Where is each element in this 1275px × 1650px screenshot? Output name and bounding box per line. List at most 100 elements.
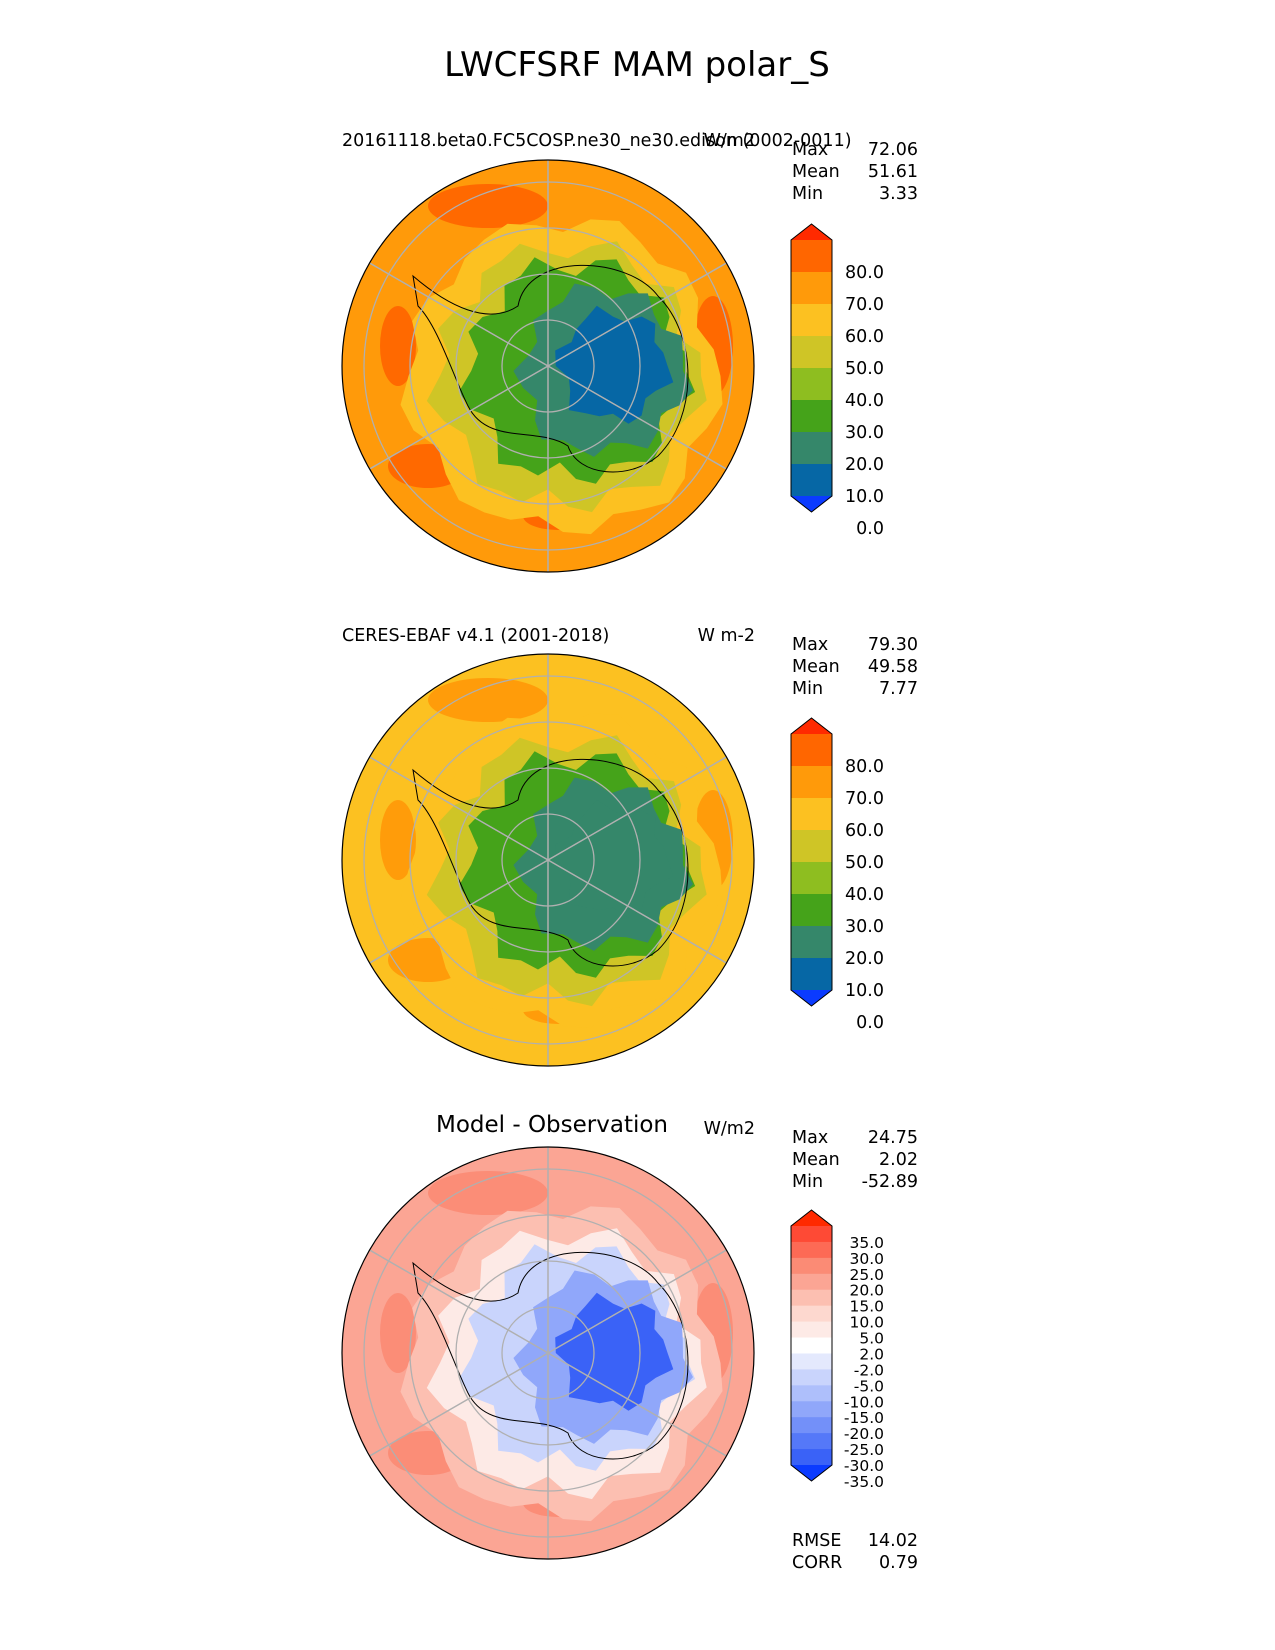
colorbar-tick-label: 0.0 <box>856 519 884 539</box>
colorbar-segment-4 <box>791 830 832 863</box>
colorbar-segment-4 <box>791 1273 832 1291</box>
panels: 20161118.beta0.FC5COSP.ne30_ne30.edison … <box>341 131 918 1573</box>
colorbar-tick-label: -2.0 <box>854 1361 884 1379</box>
meridian-line-5 <box>369 1249 727 1457</box>
colorbar-tick-label: 10.0 <box>845 981 884 1001</box>
colorbar-segment-4 <box>791 336 832 369</box>
map-boundary <box>341 653 755 1067</box>
field-high-4 <box>380 306 416 386</box>
colorbar-tick-label: 5.0 <box>859 1330 884 1348</box>
colorbar-tick-label: -5.0 <box>854 1377 884 1395</box>
colorbar-segment-6 <box>791 894 832 927</box>
stat-label-min: Min <box>792 679 823 699</box>
colorbar-outline <box>790 1209 833 1482</box>
colorbar-tick-label: -10.0 <box>844 1393 884 1411</box>
field-high-4 <box>380 800 416 880</box>
meridian-line-5 <box>369 262 727 470</box>
colorbar-tick-label: 50.0 <box>845 853 884 873</box>
colorbar-segment-11 <box>791 1385 832 1402</box>
colorbar-tick-label: 60.0 <box>845 327 884 347</box>
colorbar-tick-label: 30.0 <box>845 423 884 443</box>
stat-label-max: Max <box>792 1128 828 1148</box>
field-high-4 <box>380 1293 416 1373</box>
colorbar: 80.0 70.0 60.0 50.0 40.0 30.0 20.0 10.0 0.0 <box>790 717 884 1033</box>
field-high-0 <box>428 1171 548 1215</box>
stat-label-mean: Mean <box>792 1150 840 1170</box>
colorbar-segment-8 <box>791 958 832 991</box>
colorbar-segment-14 <box>791 1433 832 1450</box>
panel-left-title: CERES-EBAF v4.1 (2001-2018) <box>342 626 609 646</box>
stat-value-max: 79.30 <box>868 635 918 655</box>
colorbar-segment-5 <box>791 368 832 401</box>
colorbar-outline <box>790 717 833 1007</box>
field-high-0 <box>428 678 548 722</box>
colorbar-segment-2 <box>791 766 832 799</box>
stat-value-min: 7.77 <box>879 679 918 699</box>
stat-label-mean: Mean <box>792 162 840 182</box>
colorbar-segment-7 <box>791 1321 832 1339</box>
colorbar-segment-1 <box>791 734 832 767</box>
colorbar-outline <box>790 223 833 513</box>
colorbar-extend-max <box>791 1210 832 1226</box>
panel-right-title: W m-2 <box>698 626 755 646</box>
colorbar-extend-min <box>791 990 832 1006</box>
stat-value-mean: 49.58 <box>868 657 918 677</box>
colorbar-segment-3 <box>791 798 832 831</box>
stat-label-corr: CORR <box>792 1553 842 1573</box>
colorbar-segment-7 <box>791 432 832 465</box>
colorbar-extend-min <box>791 496 832 512</box>
map-panel-1: 20161118.beta0.FC5COSP.ne30_ne30.edison … <box>341 131 918 573</box>
field-high-0 <box>428 184 548 228</box>
colorbar-segment-2 <box>791 272 832 305</box>
colorbar-tick-label: 2.0 <box>859 1345 884 1363</box>
stat-value-corr: 0.79 <box>879 1553 918 1573</box>
panel-right-title: W/m2 <box>704 131 755 151</box>
colorbar-tick-label: 20.0 <box>849 1282 884 1300</box>
stat-value-min: 3.33 <box>879 184 918 204</box>
coastline <box>412 264 689 473</box>
colorbar: 80.0 70.0 60.0 50.0 40.0 30.0 20.0 10.0 0.0 <box>790 223 884 539</box>
colorbar-segment-12 <box>791 1401 832 1418</box>
colorbar-segment-5 <box>791 1289 832 1307</box>
colorbar-tick-label: 40.0 <box>845 885 884 905</box>
colorbar-tick-label: -35.0 <box>844 1473 884 1491</box>
stat-value-min: -52.89 <box>862 1172 918 1192</box>
stat-value-mean: 51.61 <box>868 162 918 182</box>
map-field <box>342 160 754 572</box>
map-boundary <box>341 1146 755 1560</box>
colorbar-tick-label: 80.0 <box>845 263 884 283</box>
colorbar-tick-label: 35.0 <box>849 1234 884 1252</box>
colorbar-segment-5 <box>791 862 832 895</box>
colorbar-segment-8 <box>791 464 832 497</box>
colorbar-segment-8 <box>791 1337 832 1354</box>
graticule <box>363 654 733 1066</box>
colorbar-tick-label: -25.0 <box>844 1441 884 1459</box>
map-panel-3: Model - Observation W/m2 Max 24.75 Mean 2.02 M… <box>341 1112 918 1573</box>
colorbar-tick-label: 50.0 <box>845 359 884 379</box>
colorbar-segment-2 <box>791 1241 832 1259</box>
colorbar-tick-label: -20.0 <box>844 1425 884 1443</box>
colorbar-segment-1 <box>791 240 832 273</box>
colorbar-tick-label: 70.0 <box>845 295 884 315</box>
map-panel-2: CERES-EBAF v4.1 (2001-2018) W m-2 Max 79.30… <box>341 626 918 1067</box>
stat-label-min: Min <box>792 1172 823 1192</box>
coastline <box>412 758 689 967</box>
colorbar-segment-10 <box>791 1369 832 1386</box>
panel-right-title: W/m2 <box>704 1119 755 1139</box>
panel-left-title: Model - Observation <box>436 1112 668 1138</box>
stat-value-max: 72.06 <box>868 140 918 160</box>
colorbar-segment-7 <box>791 926 832 959</box>
colorbar-tick-label: 10.0 <box>845 487 884 507</box>
colorbar-tick-label: 25.0 <box>849 1266 884 1284</box>
colorbar-tick-label: 60.0 <box>845 821 884 841</box>
colorbar-segment-3 <box>791 1257 832 1275</box>
stat-label-rmse: RMSE <box>792 1531 841 1551</box>
colorbar-tick-label: -30.0 <box>844 1457 884 1475</box>
stat-label-max: Max <box>792 140 828 160</box>
stat-label-max: Max <box>792 635 828 655</box>
colorbar-extend-max <box>791 718 832 734</box>
colorbar-segment-6 <box>791 1305 832 1323</box>
colorbar-segment-6 <box>791 400 832 433</box>
figure-title: LWCFSRF MAM polar_S <box>444 45 830 85</box>
